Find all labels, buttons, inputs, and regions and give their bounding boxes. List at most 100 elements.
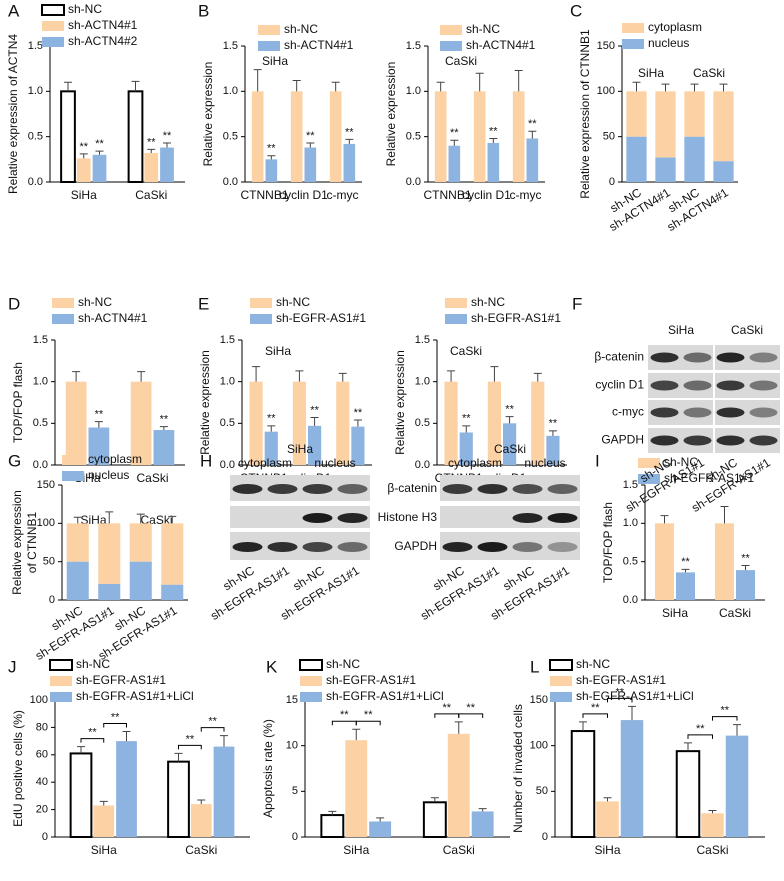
- legend-swatch: [250, 298, 272, 308]
- panel-letter: E: [198, 294, 209, 313]
- bar: [715, 523, 734, 600]
- significance-bracket: [178, 744, 202, 750]
- bar: [596, 801, 619, 837]
- bar: [116, 741, 137, 837]
- significance: **: [111, 711, 120, 723]
- y-tick-label: 0.5: [223, 131, 238, 143]
- bar: [503, 423, 517, 465]
- blot-strip: [440, 506, 580, 528]
- y-tick-label: 100: [37, 517, 55, 529]
- legend-swatch: [300, 676, 322, 686]
- error-bar: [690, 83, 699, 92]
- x-tick-label: CaSki: [719, 606, 751, 620]
- x-tick-label: CTNNB1: [240, 188, 288, 202]
- y-axis-label: of CTNNB1: [25, 512, 39, 574]
- error-bar: [741, 565, 750, 571]
- y-axis-label: Relative expression: [198, 350, 212, 455]
- y-tick-label: 0.0: [220, 459, 235, 471]
- blot-band: [716, 407, 745, 418]
- error-bar: [447, 370, 456, 382]
- y-axis-label: Number of invaded cells: [511, 704, 525, 833]
- bar: [65, 381, 87, 465]
- bar-segment: [98, 523, 121, 584]
- bar: [308, 425, 322, 465]
- significance: **: [615, 686, 624, 698]
- bar: [153, 430, 175, 465]
- blot-band: [442, 542, 473, 552]
- error-bar: [454, 721, 463, 734]
- y-axis-label: EdU positive cells (%): [11, 710, 25, 827]
- group-label: CaSki: [494, 442, 526, 456]
- significance: **: [462, 413, 471, 425]
- bar: [620, 720, 644, 837]
- significance: **: [267, 413, 276, 425]
- bar: [546, 435, 560, 465]
- y-tick-label: 1.0: [220, 376, 235, 388]
- significance: **: [95, 138, 104, 150]
- blot-strip: [230, 506, 370, 528]
- bar: [459, 432, 473, 465]
- y-tick-label: 40: [36, 776, 48, 788]
- legend-swatch: [440, 25, 462, 35]
- y-tick-label: 0: [542, 831, 548, 843]
- significance: **: [450, 127, 459, 139]
- bar: [88, 427, 110, 465]
- error-bar: [174, 752, 183, 762]
- blot-row-label: β-catenin: [594, 350, 644, 364]
- error-bar: [708, 810, 717, 814]
- y-tick-label: 150: [37, 479, 55, 491]
- panel-letter: H: [200, 451, 212, 470]
- legend-swatch: [550, 676, 572, 686]
- y-tick-label: 15: [286, 694, 298, 706]
- y-tick-label: 1.0: [28, 85, 43, 97]
- bar: [76, 158, 91, 182]
- bar: [369, 821, 392, 837]
- bar: [292, 381, 306, 465]
- y-tick-label: 0: [42, 831, 48, 843]
- error-bar: [267, 155, 276, 160]
- y-tick-label: 1.0: [33, 376, 48, 388]
- significance: **: [160, 414, 169, 426]
- y-axis-label: Relative expression: [384, 62, 398, 167]
- bar: [701, 813, 724, 837]
- legend-label: sh-NC: [284, 22, 318, 36]
- significance: **: [208, 716, 217, 728]
- bar: [444, 381, 458, 465]
- bar: [448, 145, 461, 182]
- bar-segment: [66, 523, 89, 562]
- bar: [213, 746, 235, 837]
- legend-swatch: [440, 41, 462, 51]
- y-tick-label: 50: [603, 131, 615, 143]
- error-bar: [628, 705, 636, 721]
- error-bar: [579, 721, 587, 732]
- blot-band: [650, 407, 679, 418]
- blot-band: [477, 542, 508, 552]
- bar: [93, 805, 115, 837]
- blot-band: [749, 380, 778, 391]
- blot-band: [683, 435, 712, 446]
- panel-letter: K: [266, 657, 278, 676]
- error-bar: [632, 81, 641, 92]
- blot-band: [547, 484, 578, 494]
- error-bar: [95, 150, 104, 155]
- y-tick-label: 0.0: [623, 594, 638, 606]
- panel-letter: G: [8, 451, 21, 470]
- error-bar: [475, 72, 484, 92]
- bar: [329, 91, 342, 182]
- error-bar: [533, 372, 542, 382]
- legend-swatch: [638, 474, 660, 484]
- y-axis-label: Relative expression: [393, 350, 407, 455]
- significance-bracket: [103, 723, 127, 728]
- error-bar: [122, 731, 131, 742]
- legend-label: sh-NC: [471, 295, 505, 309]
- y-axis-label: Relative expression of CTNNB1: [578, 29, 592, 199]
- blot-band: [650, 380, 679, 391]
- significance-bracket: [331, 720, 357, 726]
- bar: [343, 143, 356, 182]
- legend-swatch: [549, 659, 573, 671]
- bar-segment: [684, 136, 705, 182]
- bar: [531, 381, 545, 465]
- legend-label: sh-ACTN4#1: [466, 38, 536, 52]
- y-tick-label: 1.5: [223, 40, 238, 52]
